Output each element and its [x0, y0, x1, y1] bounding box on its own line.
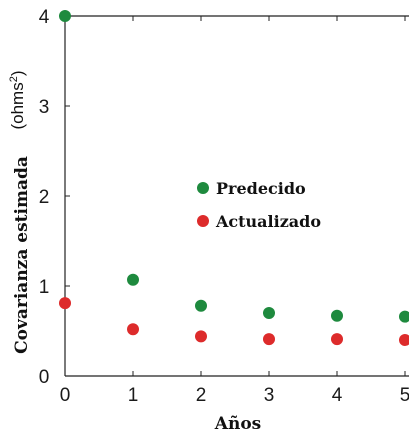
data-point-predecido	[263, 307, 275, 319]
y-tick-label: 4	[39, 7, 50, 28]
data-point-predecido	[399, 310, 409, 323]
data-point-predecido	[331, 309, 343, 322]
y-axis-title: Covarianza estimada	[12, 156, 32, 354]
legend-item-actualizado: Actualizado	[197, 212, 321, 231]
data-point-actualizado	[331, 333, 343, 346]
data-point-actualizado	[59, 297, 71, 310]
data-point-predecido	[127, 273, 139, 286]
data-point-predecido	[195, 299, 207, 312]
legend-item-predecido: Predecido	[197, 179, 306, 198]
y-axis-unit: (ohms2)	[8, 70, 27, 129]
data-point-actualizado	[263, 333, 275, 346]
data-point-actualizado	[127, 323, 139, 336]
y-tick-label: 2	[39, 187, 50, 208]
x-tick-label: 2	[196, 385, 207, 406]
x-axis: 0 1 2 3 4 5	[60, 16, 409, 406]
data-point-actualizado	[195, 330, 207, 343]
data-point-predecido	[59, 10, 71, 22]
y-tick-label: 0	[39, 367, 50, 388]
x-tick-label: 1	[128, 385, 139, 406]
legend-marker-predecido	[197, 182, 209, 194]
x-tick-label: 5	[400, 385, 409, 406]
x-tick-label: 4	[332, 385, 343, 406]
legend-label-actualizado: Actualizado	[215, 212, 321, 231]
y-tick-label: 3	[39, 97, 50, 118]
x-tick-label: 3	[264, 385, 275, 406]
x-tick-label: 0	[60, 385, 71, 406]
legend-marker-actualizado	[197, 215, 209, 227]
legend-label-predecido: Predecido	[216, 179, 306, 198]
y-tick-label: 1	[39, 277, 50, 298]
data-point-actualizado	[399, 334, 409, 346]
data-points	[59, 10, 409, 346]
legend: Predecido Actualizado	[197, 179, 321, 231]
x-axis-title: Años	[214, 414, 261, 434]
